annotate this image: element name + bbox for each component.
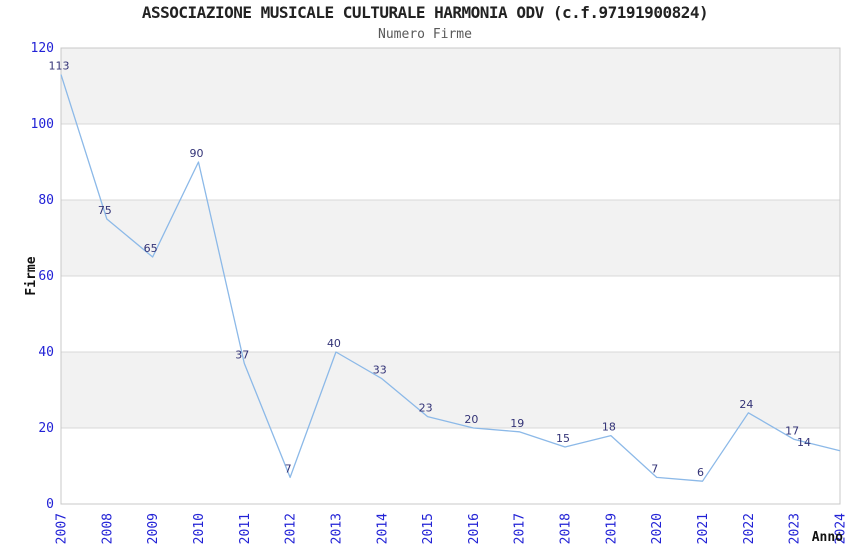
- x-tick-label: 2022: [742, 513, 757, 544]
- data-point-label: 19: [510, 417, 524, 430]
- plot-band: [61, 200, 840, 276]
- data-point-label: 75: [98, 204, 112, 217]
- x-tick-label: 2016: [467, 513, 482, 544]
- plot-frame: [60, 47, 841, 505]
- data-point-label: 113: [49, 60, 70, 73]
- y-tick-label: 0: [46, 497, 54, 512]
- x-tick-label: 2009: [146, 513, 161, 544]
- y-tick-label: 120: [31, 41, 54, 56]
- x-tick-label: 2007: [55, 513, 70, 544]
- x-tick-label: 2014: [375, 513, 390, 544]
- data-point-label: 20: [464, 413, 478, 426]
- data-point-label: 7: [651, 462, 658, 475]
- data-point-label: 40: [327, 337, 341, 350]
- x-tick-label: 2012: [284, 513, 299, 544]
- data-point-label: 65: [144, 242, 158, 255]
- data-point-label: 90: [189, 147, 203, 160]
- data-point-label: 7: [285, 462, 292, 475]
- y-tick-label: 80: [38, 193, 54, 208]
- x-tick-label: 2017: [513, 513, 528, 544]
- y-tick-label: 40: [38, 345, 54, 360]
- data-point-label: 17: [785, 424, 799, 437]
- x-axis-title: Anno: [811, 530, 843, 545]
- x-tick-label: 2015: [421, 513, 436, 544]
- x-tick-label: 2011: [238, 513, 253, 544]
- y-tick-label: 20: [38, 421, 54, 436]
- x-tick-label: 2008: [100, 513, 115, 544]
- y-tick-label: 60: [38, 269, 54, 284]
- data-point-label: 23: [419, 402, 433, 415]
- plot-band: [61, 48, 840, 124]
- x-tick-label: 2021: [696, 513, 711, 544]
- series-line: [60, 74, 841, 482]
- data-point-label: 18: [602, 421, 616, 434]
- data-point-label: 15: [556, 432, 570, 445]
- data-point-label: 33: [373, 364, 387, 377]
- y-axis-title: Firme: [24, 256, 39, 296]
- x-tick-label: 2019: [604, 513, 619, 544]
- chart-title: ASSOCIAZIONE MUSICALE CULTURALE HARMONIA…: [141, 3, 709, 22]
- x-tick-label: 2013: [329, 513, 344, 544]
- x-tick-label: 2010: [192, 513, 207, 544]
- x-tick-label: 2020: [650, 513, 665, 544]
- chart-subtitle: Numero Firme: [378, 27, 472, 42]
- data-point-label: 6: [697, 466, 704, 479]
- x-tick-label: 2024: [834, 513, 849, 544]
- data-point-label: 24: [739, 398, 753, 411]
- y-tick-label: 100: [31, 117, 54, 132]
- x-tick-label: 2018: [559, 513, 574, 544]
- x-tick-label: 2023: [788, 513, 803, 544]
- data-point-label: 14: [797, 436, 811, 449]
- plot-band: [61, 352, 840, 428]
- data-point-label: 37: [235, 348, 249, 361]
